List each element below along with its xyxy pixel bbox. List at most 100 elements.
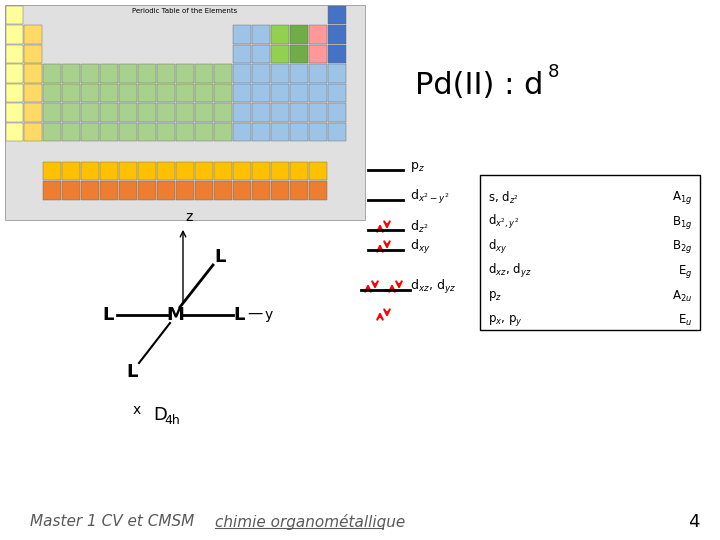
Bar xyxy=(271,45,289,63)
Bar xyxy=(63,162,81,180)
Bar xyxy=(233,123,251,141)
Text: 8: 8 xyxy=(548,63,559,81)
Text: p$_z$: p$_z$ xyxy=(410,160,425,174)
Text: 4: 4 xyxy=(688,513,700,531)
Bar xyxy=(289,162,307,180)
Bar xyxy=(233,162,251,180)
Bar xyxy=(309,181,327,200)
Bar xyxy=(195,162,213,180)
Bar xyxy=(120,181,137,200)
Bar xyxy=(157,162,175,180)
Bar xyxy=(176,181,194,200)
Bar xyxy=(176,64,194,83)
Bar xyxy=(328,103,346,122)
Bar xyxy=(6,64,24,83)
Bar xyxy=(157,103,175,122)
Bar xyxy=(24,64,42,83)
Bar xyxy=(100,64,118,83)
Bar xyxy=(309,64,327,83)
Text: s, d$_{z^2}$: s, d$_{z^2}$ xyxy=(488,190,519,206)
Bar xyxy=(81,103,99,122)
Bar xyxy=(100,162,118,180)
Bar xyxy=(309,45,327,63)
Bar xyxy=(233,45,251,63)
Bar xyxy=(120,123,137,141)
Bar xyxy=(252,45,270,63)
Bar xyxy=(271,64,289,83)
Bar xyxy=(271,84,289,102)
Bar xyxy=(309,123,327,141)
Bar xyxy=(24,84,42,102)
Bar xyxy=(289,103,307,122)
Bar xyxy=(309,25,327,44)
Bar xyxy=(252,181,270,200)
Bar xyxy=(271,25,289,44)
Bar xyxy=(289,181,307,200)
Text: p$_z$: p$_z$ xyxy=(488,289,502,303)
Bar xyxy=(480,175,700,330)
Text: x: x xyxy=(133,403,141,417)
Bar xyxy=(176,162,194,180)
Bar xyxy=(81,84,99,102)
Bar xyxy=(6,103,24,122)
Text: A$_{1g}$: A$_{1g}$ xyxy=(672,189,692,206)
Bar xyxy=(309,103,327,122)
Bar xyxy=(138,123,156,141)
Text: E$_u$: E$_u$ xyxy=(678,313,692,328)
Bar xyxy=(63,64,81,83)
Bar xyxy=(81,181,99,200)
Text: M: M xyxy=(166,306,184,324)
Bar xyxy=(63,84,81,102)
Bar xyxy=(24,45,42,63)
Bar xyxy=(157,64,175,83)
Bar xyxy=(63,103,81,122)
Bar xyxy=(138,84,156,102)
Bar xyxy=(120,103,137,122)
Bar xyxy=(195,103,213,122)
Bar xyxy=(24,123,42,141)
Bar xyxy=(252,64,270,83)
Bar xyxy=(233,103,251,122)
Text: z: z xyxy=(185,210,192,224)
Text: d$_{xz}$, d$_{yz}$: d$_{xz}$, d$_{yz}$ xyxy=(488,262,531,280)
Bar xyxy=(176,123,194,141)
Bar xyxy=(157,123,175,141)
Text: Master 1 CV et CMSM: Master 1 CV et CMSM xyxy=(30,515,194,530)
Bar xyxy=(63,123,81,141)
Bar xyxy=(24,103,42,122)
Text: d$_{x^2-y^2}$: d$_{x^2-y^2}$ xyxy=(410,188,449,206)
Text: E$_{g}$: E$_{g}$ xyxy=(678,263,692,280)
Text: —: — xyxy=(248,306,263,321)
Bar xyxy=(100,84,118,102)
Text: L: L xyxy=(215,248,225,266)
Bar xyxy=(195,123,213,141)
Bar xyxy=(176,84,194,102)
Bar xyxy=(176,103,194,122)
Bar xyxy=(43,162,61,180)
Bar xyxy=(138,162,156,180)
Text: d$_{xy}$: d$_{xy}$ xyxy=(488,238,508,256)
Bar xyxy=(6,45,24,63)
Bar xyxy=(289,84,307,102)
Bar xyxy=(195,84,213,102)
Bar xyxy=(271,162,289,180)
Bar xyxy=(214,103,232,122)
Text: B$_{2g}$: B$_{2g}$ xyxy=(672,238,692,255)
Text: chimie organométallique: chimie organométallique xyxy=(215,514,405,530)
Bar xyxy=(271,103,289,122)
Bar xyxy=(43,123,61,141)
Bar xyxy=(43,84,61,102)
Bar xyxy=(289,64,307,83)
Bar xyxy=(81,64,99,83)
Bar xyxy=(309,84,327,102)
Bar xyxy=(252,25,270,44)
Bar xyxy=(252,123,270,141)
Bar xyxy=(5,5,365,220)
Text: 4h: 4h xyxy=(164,414,180,427)
Bar xyxy=(157,84,175,102)
Bar xyxy=(120,64,137,83)
Bar xyxy=(43,64,61,83)
Text: y: y xyxy=(265,308,273,322)
Text: B$_{1g}$: B$_{1g}$ xyxy=(672,214,692,231)
Bar xyxy=(289,45,307,63)
